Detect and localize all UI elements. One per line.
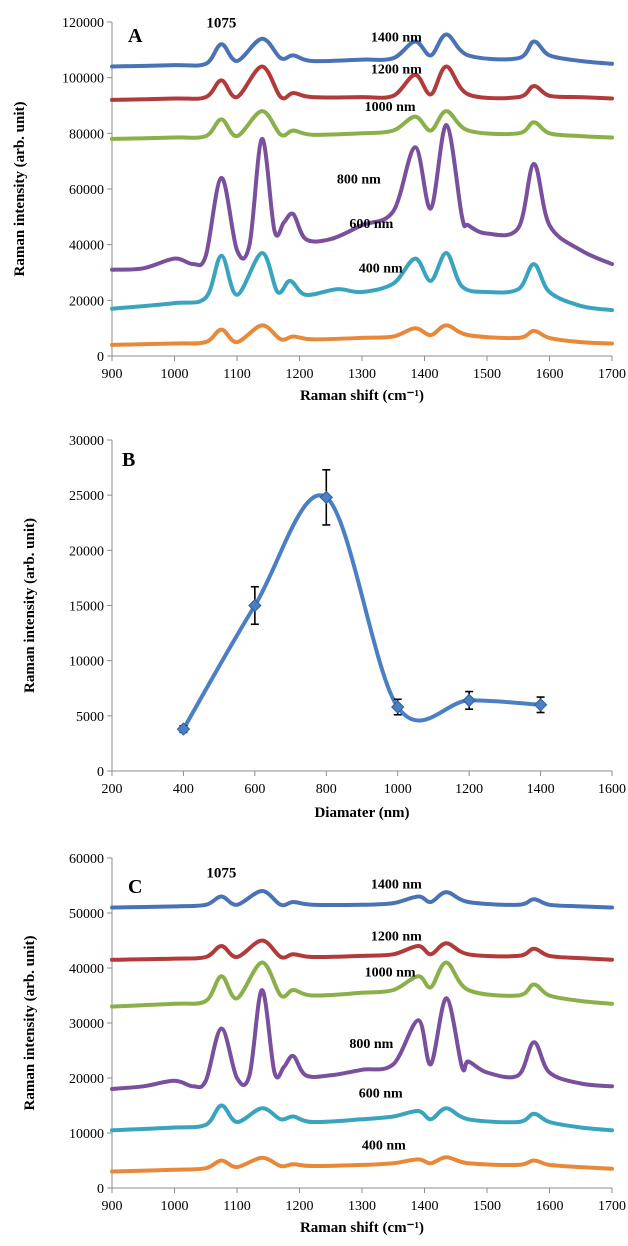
series-line-600nm [110,1103,614,1133]
series-line-1200nm [110,64,614,102]
data-point-marker [319,490,333,505]
x-tick-label: 1600 [598,782,626,797]
x-axis-label: Diamater (nm) [314,805,409,821]
series-line-600nm [110,251,614,313]
data-point-marker [391,700,405,714]
x-tick-label: 600 [244,782,265,797]
y-tick-label: 80000 [69,127,104,142]
series-line-1000nm [110,109,614,141]
x-tick-label: 1100 [223,1199,250,1214]
data-point-marker [176,722,191,736]
data-point-marker [248,598,262,613]
y-tick-label: 15000 [69,600,104,615]
series-label: 1400 nm [371,877,422,892]
x-tick-label: 1200 [286,367,314,382]
series-label: 600 nm [349,217,393,232]
x-tick-label: 1700 [598,367,626,382]
series-label: 800 nm [337,172,381,187]
series-label: 1000 nm [365,100,416,115]
y-tick-label: 10000 [69,1127,104,1142]
y-tick-label: 50000 [69,907,104,922]
series-line-diameter [181,493,543,732]
series-line-800nm [110,122,614,272]
x-tick-label: 1200 [455,782,483,797]
series-line-800nm [110,987,614,1091]
series-label: 1200 nm [371,62,422,77]
y-tick-label: 20000 [69,1072,104,1087]
x-tick-label: 1500 [473,1199,501,1214]
y-tick-label: 5000 [76,710,104,725]
x-tick-label: 1100 [223,367,250,382]
series-line-400nm [110,1155,614,1174]
y-tick-label: 10000 [69,655,104,670]
y-tick-label: 0 [97,765,104,780]
data-point-marker [462,693,476,708]
peak-annotation: 1075 [206,16,236,32]
x-tick-label: 1500 [473,367,501,382]
y-tick-label: 20000 [69,544,104,559]
x-tick-label: 1000 [161,1199,189,1214]
x-tick-label: 400 [173,782,194,797]
y-tick-label: 30000 [69,434,104,449]
series-label: 400 nm [362,1139,406,1154]
x-tick-label: 1200 [286,1199,314,1214]
x-tick-label: 1700 [598,1199,626,1214]
panel-label: B [122,449,135,471]
x-tick-label: 200 [102,782,123,797]
x-tick-label: 800 [316,782,337,797]
y-tick-label: 20000 [69,294,104,309]
x-tick-label: 1400 [411,367,439,382]
x-tick-label: 1600 [536,367,564,382]
x-tick-label: 900 [102,367,123,382]
panel-label: A [128,25,143,47]
y-tick-label: 40000 [69,962,104,977]
y-tick-label: 25000 [69,489,104,504]
y-tick-label: 100000 [62,72,104,87]
series-label: 600 nm [359,1086,403,1101]
panel-c-chart: 0 10000 20000 30000 40000 50000 60000 900 1000 11… [22,852,626,1236]
y-axis-label: Raman intensity (arb. unit) [12,101,28,276]
series-line-400nm [110,323,614,347]
series-label: 1400 nm [371,30,422,45]
series-line-1000nm [110,960,614,1009]
y-axis-label: Raman intensity (arb. unit) [22,518,38,693]
series-label: 1200 nm [371,930,422,945]
x-tick-label: 1400 [527,782,555,797]
x-tick-label: 1300 [348,1199,376,1214]
series-label: 800 nm [349,1037,393,1052]
panel-a-chart: 0 20000 40000 60000 80000 100000 120000 900 1000… [12,16,626,404]
series-line-1400nm [110,32,614,69]
y-tick-label: 120000 [62,16,104,31]
y-tick-label: 30000 [69,1017,104,1032]
y-tick-label: 60000 [69,183,104,198]
y-tick-label: 60000 [69,852,104,867]
panel-label: C [128,876,142,898]
y-tick-label: 0 [97,350,104,365]
peak-annotation: 1075 [206,865,236,881]
x-axis-label: Raman shift (cm⁻¹) [300,1220,424,1236]
series-label: 400 nm [359,262,403,277]
series-line-1200nm [110,938,614,962]
x-tick-label: 900 [102,1199,123,1214]
y-tick-label: 0 [97,1182,104,1197]
x-tick-label: 1300 [348,367,376,382]
x-tick-label: 1600 [536,1199,564,1214]
x-tick-label: 1000 [384,782,412,797]
panel-b-chart: 0 5000 10000 15000 20000 25000 30000 200 400 600 8… [22,434,626,821]
x-tick-label: 1400 [411,1199,439,1214]
y-tick-label: 40000 [69,239,104,254]
data-point-marker [533,698,548,712]
x-tick-label: 1000 [161,367,189,382]
series-label: 1000 nm [365,965,416,980]
series-line-1400nm [110,889,614,910]
x-axis-label: Raman shift (cm⁻¹) [300,388,424,404]
y-axis-label: Raman intensity (arb. unit) [22,935,38,1110]
